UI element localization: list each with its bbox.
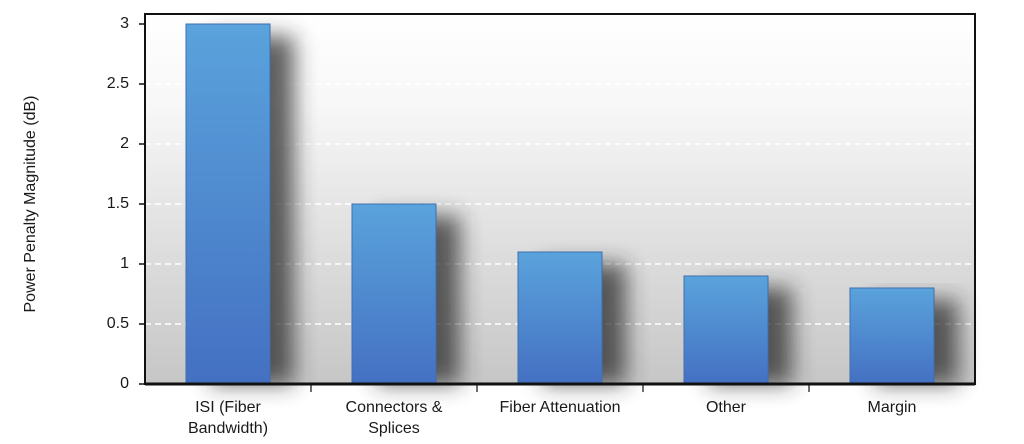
y-tick-label: 2 bbox=[120, 135, 129, 152]
bar bbox=[185, 23, 271, 385]
x-category-label: Connectors & bbox=[346, 399, 443, 416]
y-tick-labels: 0 0.5 1 1.5 2 2.5 3 bbox=[107, 15, 129, 392]
y-tick-label: 0 bbox=[120, 375, 129, 392]
x-category-labels: ISI (Fiber Bandwidth) Connectors & Splices F… bbox=[188, 399, 916, 437]
y-tick-label: 1.5 bbox=[107, 195, 129, 212]
y-tick-label: 1 bbox=[120, 255, 129, 272]
bars bbox=[185, 23, 935, 385]
y-axis-title: Power Penalty Magnitude (dB) bbox=[22, 96, 39, 313]
y-tick-label: 2.5 bbox=[107, 75, 129, 92]
x-category-label: Splices bbox=[368, 420, 420, 437]
y-tick-label: 3 bbox=[120, 15, 129, 32]
x-category-label: Fiber Attenuation bbox=[500, 399, 621, 416]
x-category-label: Bandwidth) bbox=[188, 420, 268, 437]
x-category-label: ISI (Fiber bbox=[195, 399, 261, 416]
axes bbox=[139, 23, 975, 392]
bar bbox=[849, 287, 935, 385]
x-category-label: Margin bbox=[868, 399, 917, 416]
bar bbox=[517, 251, 603, 385]
bar bbox=[351, 203, 437, 385]
y-tick-label: 0.5 bbox=[107, 315, 129, 332]
x-category-label: Other bbox=[706, 399, 747, 416]
bar bbox=[683, 275, 769, 385]
